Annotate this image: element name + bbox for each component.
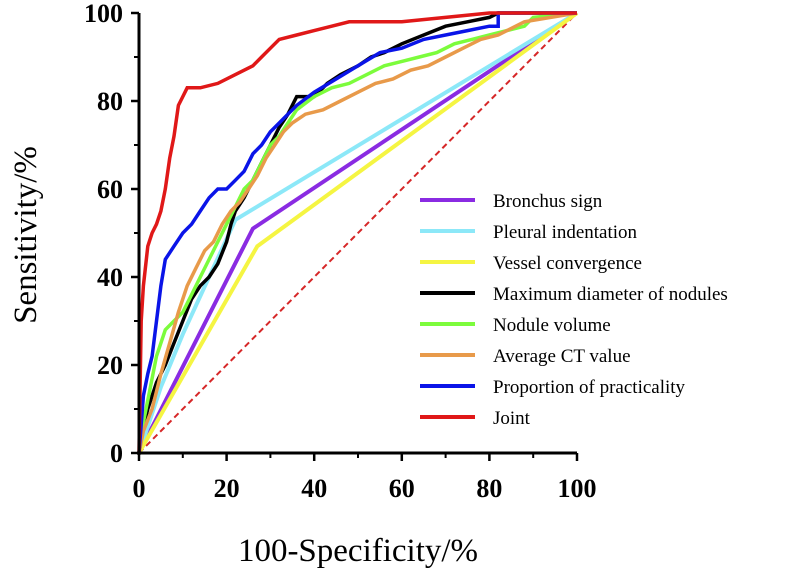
series-line-proportion-of-practicality bbox=[137, 11, 577, 454]
x-tick-label: 60 bbox=[389, 474, 415, 503]
legend-label: Average CT value bbox=[493, 346, 631, 367]
y-tick-label: 100 bbox=[84, 0, 123, 28]
legend-label: Proportion of practicality bbox=[493, 377, 686, 398]
y-tick-label: 0 bbox=[110, 439, 123, 468]
series-layer bbox=[137, 11, 579, 454]
y-tick-label: 80 bbox=[97, 87, 123, 116]
y-tick-label: 20 bbox=[97, 351, 123, 380]
x-tick-label: 20 bbox=[214, 474, 240, 503]
reference-diagonal-line bbox=[138, 12, 578, 454]
x-axis-title: 100-Specificity/% bbox=[238, 533, 478, 569]
y-tick-label: 60 bbox=[97, 175, 123, 204]
series-line-joint bbox=[137, 11, 577, 454]
axes-layer: 0 20 40 60 80 100 0 20 40 60 80 100 bbox=[84, 0, 597, 503]
legend-label: Nodule volume bbox=[493, 315, 611, 336]
y-axis-title: Sensitivity/% bbox=[8, 146, 44, 324]
legend-label: Joint bbox=[493, 408, 531, 429]
legend-label: Maximum diameter of nodules bbox=[493, 284, 728, 305]
x-tick-label: 100 bbox=[558, 474, 597, 503]
series-line-average-ct-value bbox=[137, 11, 578, 454]
x-tick-label: 0 bbox=[133, 474, 146, 503]
y-tick-label: 40 bbox=[97, 263, 123, 292]
x-tick-label: 40 bbox=[301, 474, 327, 503]
x-tick-label: 80 bbox=[476, 474, 502, 503]
series-line-bronchus-sign bbox=[137, 11, 579, 454]
series-line-vessel-convergence bbox=[137, 11, 579, 454]
reference-diagonal-layer bbox=[138, 12, 578, 454]
legend: Bronchus sign Pleural indentation Vessel c… bbox=[420, 191, 728, 429]
legend-label: Bronchus sign bbox=[493, 191, 603, 212]
legend-label: Vessel convergence bbox=[493, 253, 642, 274]
series-line-pleural-indentation bbox=[137, 11, 579, 454]
legend-label: Pleural indentation bbox=[493, 222, 638, 243]
